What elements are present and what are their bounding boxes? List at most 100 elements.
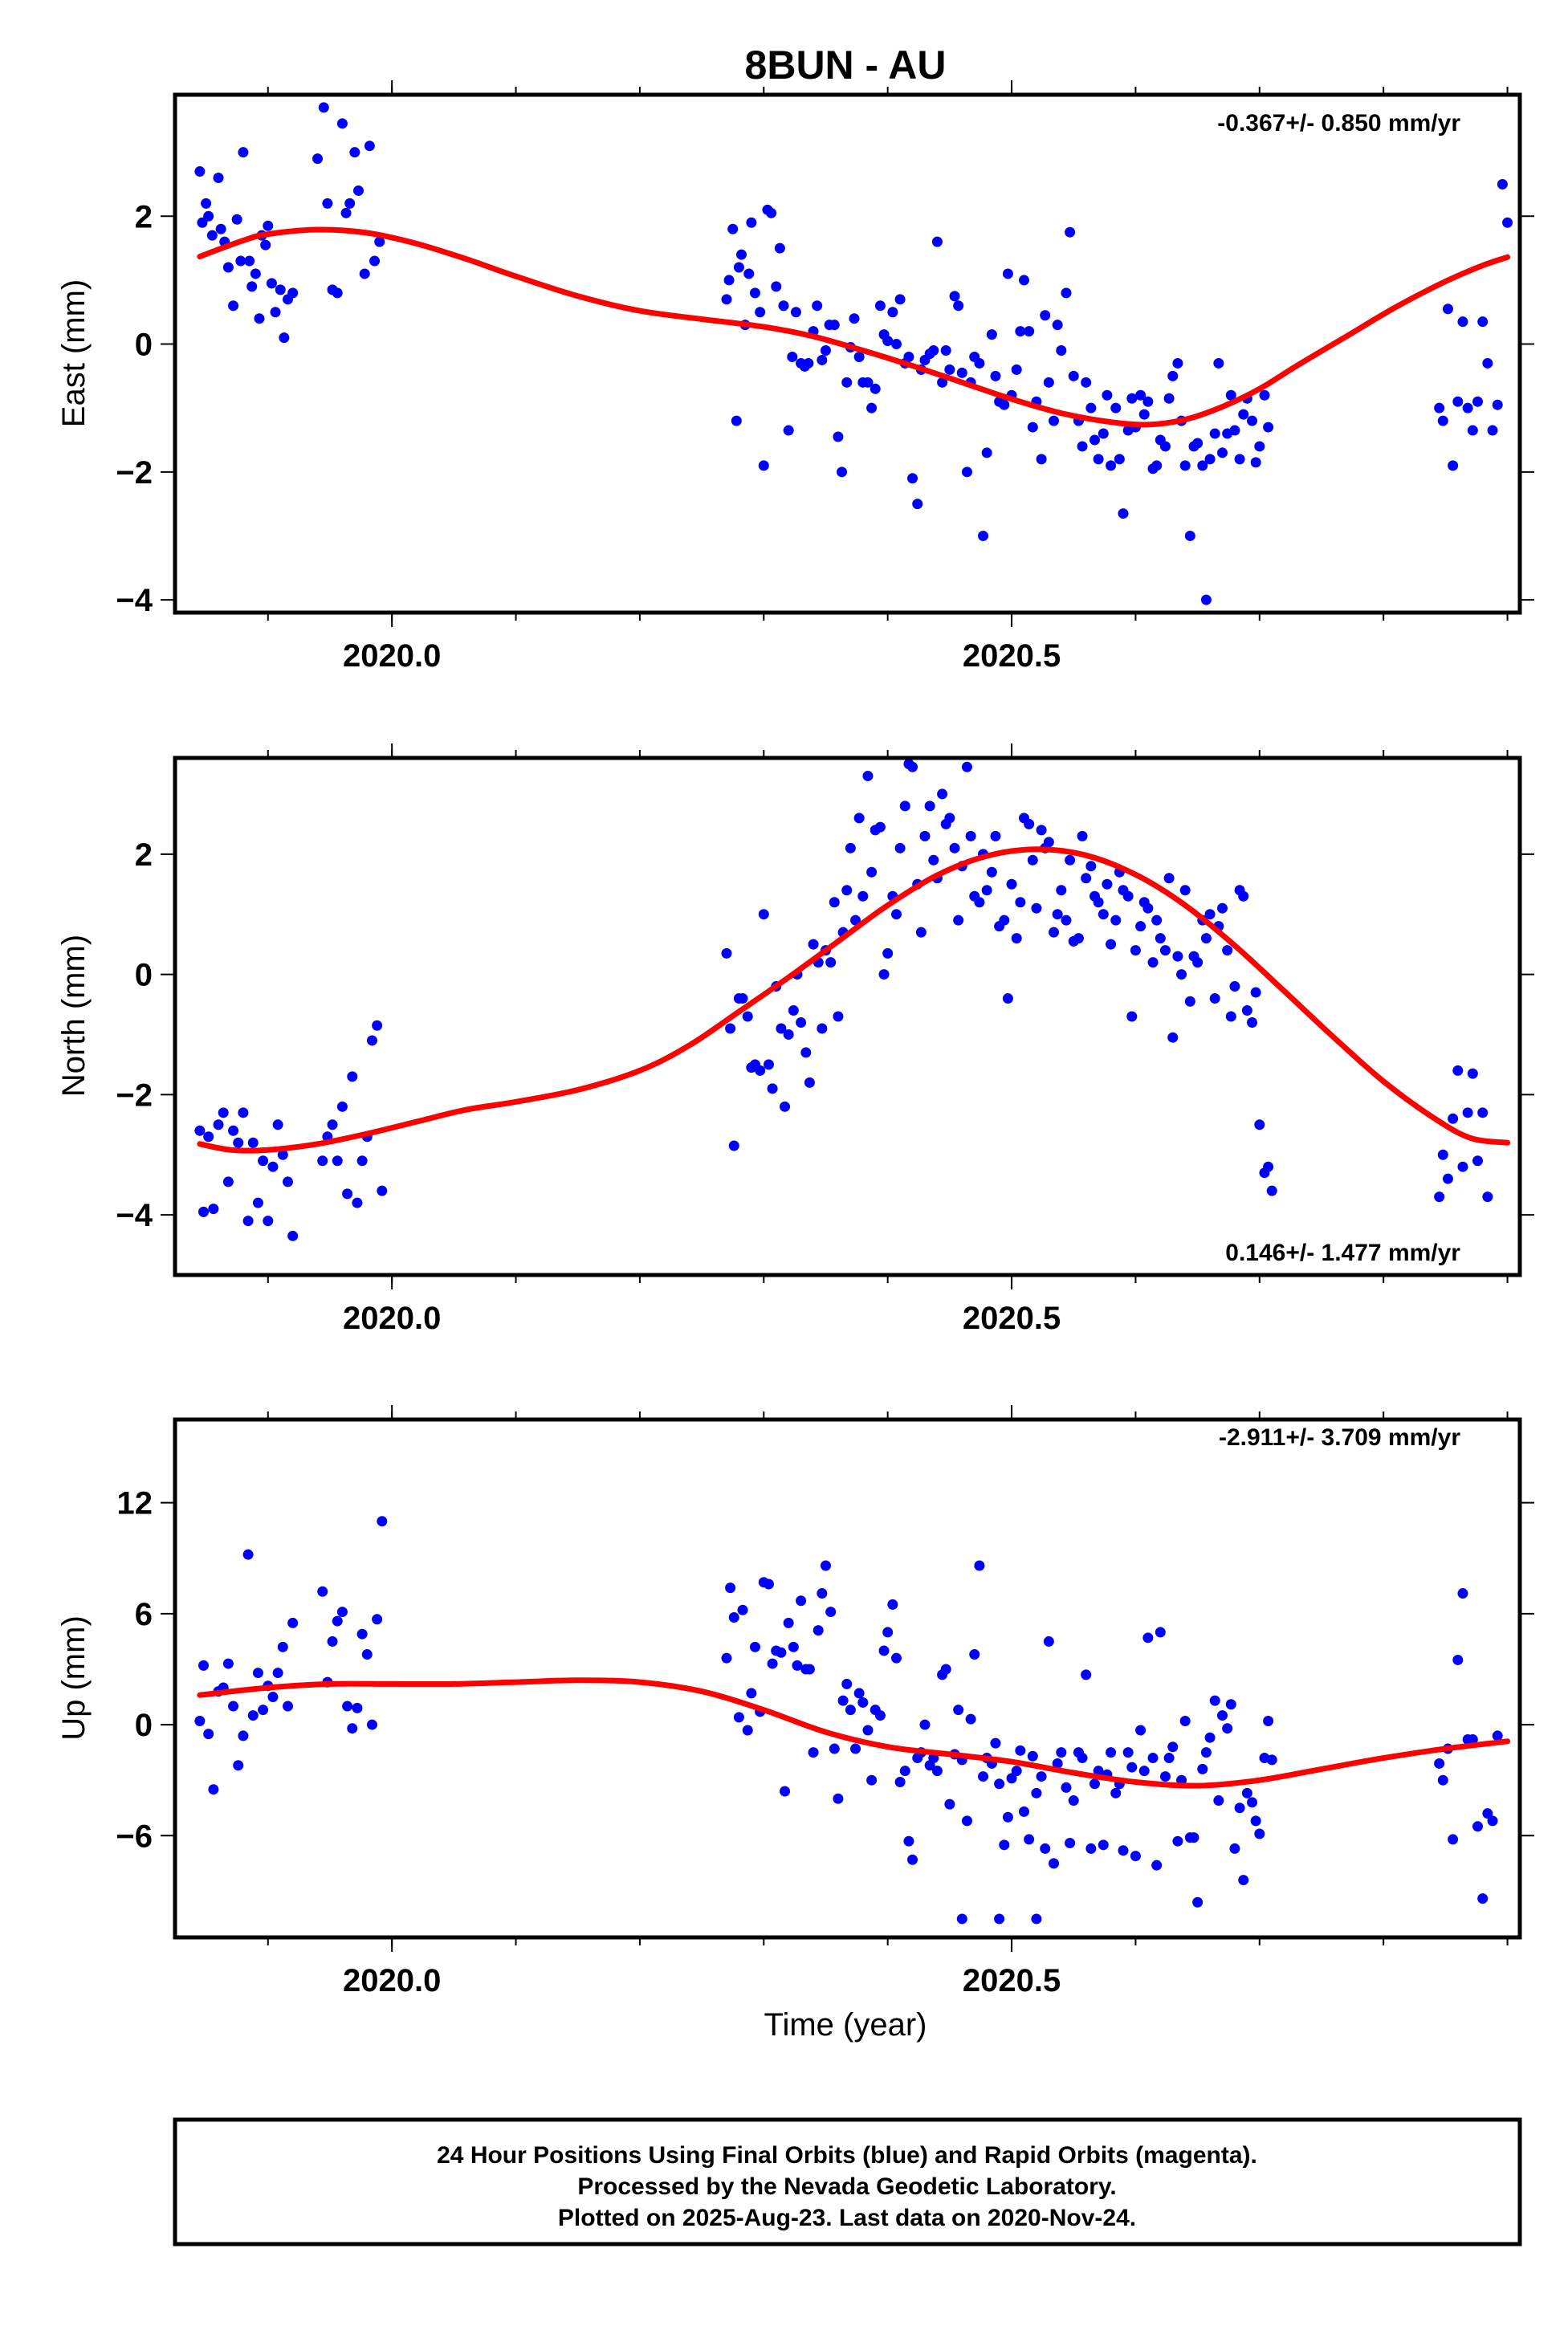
east-data-point (1457, 316, 1468, 328)
up-data-point (1024, 1834, 1035, 1845)
up-data-point (1497, 0, 1508, 6)
up-data-point (1077, 1753, 1088, 1764)
east-data-point (949, 291, 960, 302)
east-data-point (1225, 389, 1236, 401)
up-data-point (833, 1793, 844, 1804)
up-data-point (1089, 1778, 1100, 1790)
east-x-tick-label: 2020.0 (343, 638, 441, 674)
east-data-point (1179, 460, 1191, 471)
east-data-point (349, 147, 360, 158)
east-data-point (829, 320, 840, 331)
north-data-point (277, 1149, 288, 1160)
up-plot-frame (173, 1417, 1522, 1940)
north-data-point (252, 1197, 263, 1208)
north-data-point (928, 854, 939, 866)
north-data-point (1263, 1161, 1274, 1172)
east-data-point (749, 287, 760, 299)
east-data-point (1081, 377, 1092, 388)
up-data-point (1130, 1851, 1141, 1862)
up-data-point (841, 1678, 853, 1689)
east-data-point (1234, 454, 1245, 465)
up-data-point (1209, 1695, 1220, 1706)
east-data-point (332, 287, 343, 299)
east-data-point (833, 431, 844, 442)
north-data-point (228, 1125, 239, 1136)
east-data-point (1452, 396, 1464, 407)
up-data-point (252, 1668, 263, 1679)
east-y-tick-label: 2 (135, 199, 153, 234)
east-data-point (812, 300, 823, 312)
east-data-point (312, 153, 324, 165)
up-outlier-point (1031, 1913, 1042, 1925)
up-data-point (899, 1766, 910, 1777)
east-data-point (1442, 303, 1453, 315)
east-data-point (1027, 422, 1038, 433)
east-y-axis-label: East (mm) (56, 279, 92, 427)
north-data-point (981, 885, 992, 896)
up-data-point (198, 1660, 210, 1671)
north-data-point (796, 1016, 807, 1028)
north-data-point (1061, 914, 1072, 926)
east-data-point (235, 255, 246, 267)
up-data-point (792, 1660, 803, 1671)
up-data-point (866, 1774, 878, 1786)
up-data-point (1027, 1750, 1038, 1762)
up-data-point (228, 1701, 239, 1712)
north-data-point (1179, 885, 1191, 896)
east-data-point (250, 268, 261, 279)
north-data-point (1225, 1011, 1236, 1022)
up-data-point (1142, 1632, 1154, 1644)
north-data-point (990, 830, 1001, 841)
east-data-point (755, 307, 766, 318)
east-data-point (1138, 409, 1150, 420)
up-data-point (361, 1649, 373, 1660)
north-data-point (356, 1155, 368, 1167)
east-data-point (1151, 460, 1163, 471)
up-data-point (763, 1578, 774, 1590)
up-data-point (1122, 1747, 1134, 1758)
north-data-point (1176, 969, 1187, 980)
east-data-point (841, 377, 853, 388)
up-data-point (1437, 1774, 1448, 1786)
up-data-point (788, 1641, 799, 1652)
up-data-point (247, 1710, 259, 1721)
north-data-point (758, 909, 769, 920)
up-data-point (974, 1560, 985, 1571)
north-data-point (894, 842, 906, 853)
up-x-tick-label: 2020.0 (343, 1963, 441, 1998)
north-data-point (1247, 1016, 1258, 1028)
up-data-point (1204, 1732, 1216, 1743)
up-data-point (1241, 1787, 1252, 1798)
north-data-point (1122, 890, 1134, 902)
north-data-point (247, 1137, 259, 1148)
north-data-point (198, 1206, 210, 1217)
up-data-point (272, 1668, 283, 1679)
up-data-point (907, 1854, 918, 1865)
up-data-point (808, 1747, 819, 1758)
north-data-point (1006, 878, 1017, 890)
east-data-point (928, 345, 939, 356)
north-data-point (800, 1047, 812, 1058)
east-panel: -0.367+/- 0.850 mm/yr East (mm) 2020.0 20… (56, 80, 1534, 674)
north-data-point (194, 1125, 206, 1136)
up-data-point (1155, 1627, 1166, 1638)
up-data-point (1216, 1710, 1228, 1721)
north-data-point (352, 1197, 363, 1208)
up-data-point (746, 1688, 757, 1699)
north-data-point (866, 866, 878, 878)
north-data-point (1102, 878, 1113, 890)
up-data-point (850, 1743, 861, 1754)
east-data-point (1482, 357, 1493, 369)
up-data-point (1167, 1741, 1179, 1753)
up-points (194, 0, 1508, 1925)
north-data-point (845, 842, 856, 853)
east-data-point (1477, 316, 1489, 328)
east-data-point (1487, 425, 1498, 436)
north-data-point (1155, 933, 1166, 944)
north-data-point (890, 909, 902, 920)
east-data-point (1204, 454, 1216, 465)
up-data-point (372, 1614, 383, 1625)
east-data-point (953, 300, 964, 312)
east-data-point (1472, 396, 1484, 407)
north-data-point (347, 1071, 358, 1082)
